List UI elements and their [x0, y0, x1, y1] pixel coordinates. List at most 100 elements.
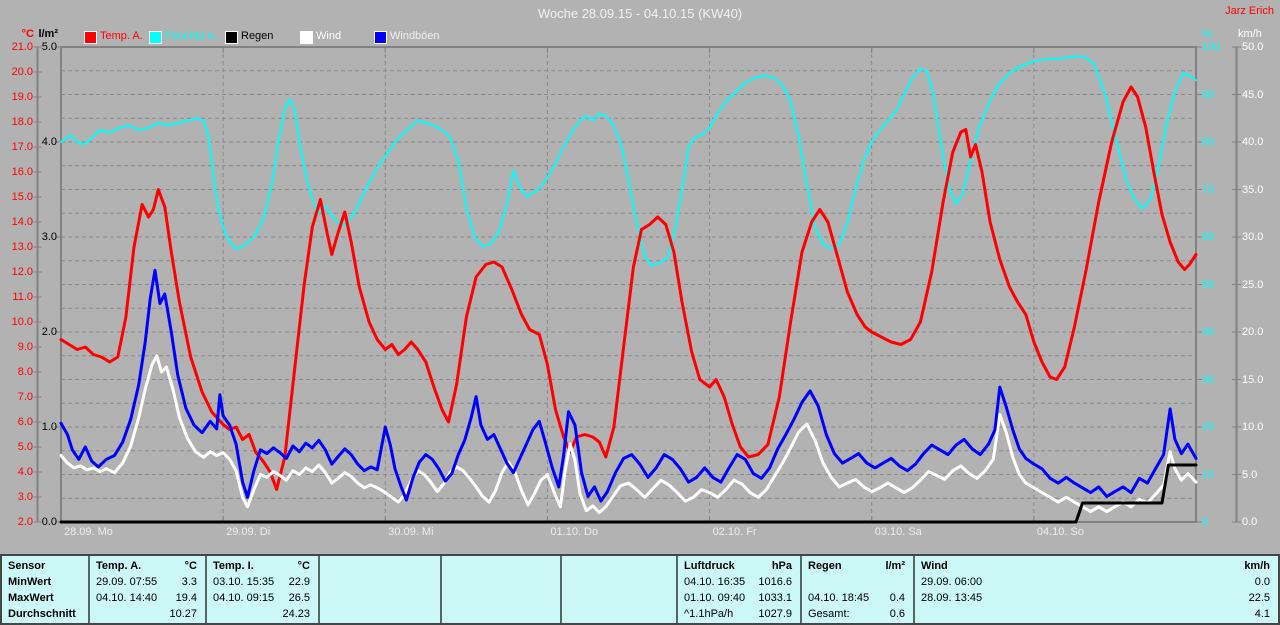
table-col-title: Temp. I.: [213, 560, 254, 572]
series-temp-a-: [59, 85, 1198, 491]
legend-swatch-windb-en: [374, 31, 387, 44]
table-cell-value: 24.23: [282, 608, 310, 620]
table-cell-date: 28.09. 13:45: [921, 592, 983, 604]
series-regen: [59, 463, 1198, 524]
table-col-title: Regen: [808, 560, 842, 572]
day-label-6: 04.10. So: [1036, 526, 1084, 538]
table-cell-value: 19.4: [175, 592, 197, 604]
table-cell-date: 04.10. 09:15: [213, 592, 275, 604]
humidity-axis-tick-label: 90: [1202, 88, 1215, 101]
day-label-3: 01.10. Do: [550, 526, 599, 538]
table-column-separator: [88, 556, 90, 623]
table-cell-date: 04.10. 16:35: [684, 576, 746, 588]
humidity-axis-tick-label: 60: [1202, 231, 1215, 243]
humidity-axis-tick-label: 40: [1202, 326, 1215, 338]
wind-axis-tick-label: 25.0: [1242, 278, 1264, 291]
legend-swatch-feuchte-a-: [149, 31, 162, 44]
left-rain-unit-label: l/m²: [38, 28, 58, 40]
rain-axis-tick-label: 0.0: [41, 516, 57, 528]
temp-axis-tick-label: 21.0: [11, 41, 33, 53]
table-cell-value: 0.4: [889, 592, 905, 604]
temp-axis-tick-label: 11.0: [12, 291, 33, 303]
humidity-axis-tick-label: 50: [1202, 278, 1215, 291]
table-col-title: Luftdruck: [684, 560, 735, 572]
humidity-axis-tick-label: 100: [1202, 41, 1221, 53]
legend-swatch-wind: [300, 31, 313, 44]
left-temp-unit-label: °C: [21, 28, 34, 40]
table-row-label: MinWert: [8, 576, 52, 588]
wind-axis-tick-label: 30.0: [1242, 231, 1264, 243]
wind-axis-tick-label: 40.0: [1242, 136, 1264, 148]
statistics-table: Sensor MinWert MaxWert Durchschnitt Temp. A.…: [0, 554, 1280, 625]
table-column-separator: [205, 556, 207, 623]
table-cell-value: 0.0: [1254, 576, 1270, 588]
temp-axis-tick-label: 4.0: [17, 466, 33, 478]
series-windb-en: [59, 268, 1198, 503]
day-label-5: 03.10. Sa: [874, 526, 922, 538]
temp-axis-tick-label: 7.0: [17, 391, 33, 403]
rain-axis-tick-label: 5.0: [41, 41, 57, 53]
table-col-unit: hPa: [771, 560, 792, 572]
temp-axis-tick-label: 5.0: [17, 441, 33, 453]
humidity-axis-tick-label: 20: [1202, 421, 1215, 433]
table-cell-date: Gesamt:: [808, 608, 850, 620]
weather-chart: [33, 46, 1241, 524]
day-label-2: 30.09. Mi: [388, 526, 434, 538]
table-col-title: Wind: [921, 560, 948, 572]
day-label-4: 02.10. Fr: [712, 526, 757, 538]
table-cell-value: 4.1: [1254, 608, 1270, 620]
table-cell-value: 22.5: [1248, 592, 1270, 604]
temp-axis-tick-label: 13.0: [11, 241, 33, 253]
rain-axis-tick-label: 2.0: [41, 326, 57, 338]
table-cell-value: 1016.6: [758, 576, 792, 588]
table-cell-date: 03.10. 15:35: [213, 576, 275, 588]
table-col-unit: l/m²: [885, 560, 905, 572]
table-col-unit: °C: [184, 560, 197, 572]
humidity-axis-tick-label: 80: [1202, 136, 1215, 148]
table-cell-date: ^1.1hPa/h: [684, 608, 734, 620]
watermark-label: Jarz Erich: [1225, 5, 1274, 17]
humidity-axis-tick-label: 0: [1202, 516, 1209, 528]
legend-label-temp-a-: Temp. A.: [100, 30, 143, 42]
temp-axis-tick-label: 17.0: [11, 141, 33, 153]
temp-axis-tick-label: 12.0: [11, 266, 33, 278]
humidity-axis-tick-label: 70: [1202, 183, 1215, 196]
series-wind: [59, 354, 1198, 514]
table-col-unit: km/h: [1244, 560, 1270, 572]
temp-axis-tick-label: 18.0: [11, 116, 33, 128]
table-cell-value: 26.5: [288, 592, 310, 604]
humidity-axis-tick-label: 10: [1202, 468, 1215, 481]
wind-axis-tick-label: 50.0: [1242, 41, 1264, 53]
temp-axis-tick-label: 2.0: [17, 516, 33, 528]
series-feuchte-a-: [60, 55, 1197, 267]
temp-axis-tick-label: 19.0: [11, 91, 33, 103]
table-column-separator: [560, 556, 562, 623]
table-cell-date: 01.10. 09:40: [684, 592, 746, 604]
day-label-0: 28.09. Mo: [64, 526, 113, 538]
rain-axis-tick-label: 1.0: [41, 421, 57, 433]
temp-axis-tick-label: 10.0: [11, 316, 33, 328]
legend-label-windb-en: Windböen: [390, 30, 440, 42]
table-cell-date: 29.09. 07:55: [96, 576, 158, 588]
table-cell-value: 3.3: [181, 576, 197, 588]
temp-axis-tick-label: 3.0: [17, 491, 33, 503]
rain-axis-tick-label: 4.0: [41, 136, 57, 148]
table-row-label: MaxWert: [8, 592, 54, 604]
table-col-title: Temp. A.: [96, 560, 142, 572]
temp-axis-tick-label: 8.0: [17, 366, 33, 378]
temp-axis-tick-label: 6.0: [17, 416, 33, 428]
table-cell-date: 04.10. 18:45: [808, 592, 870, 604]
temp-axis-tick-label: 14.0: [11, 216, 33, 228]
table-col-unit: °C: [297, 560, 310, 572]
table-cell-date: 29.09. 06:00: [921, 576, 983, 588]
table-cell-value: 0.6: [889, 608, 905, 620]
table-column-separator: [676, 556, 678, 623]
temp-axis-tick-label: 9.0: [17, 341, 33, 353]
legend-label-feuchte-a-: Feuchte A.: [165, 30, 218, 42]
wind-axis-tick-label: 10.0: [1242, 421, 1264, 433]
table-cell-value: 22.9: [288, 576, 310, 588]
wind-axis-tick-label: 0.0: [1242, 516, 1258, 528]
table-cell-date: 04.10. 14:40: [96, 592, 158, 604]
table-cell-value: 1027.9: [758, 608, 792, 620]
